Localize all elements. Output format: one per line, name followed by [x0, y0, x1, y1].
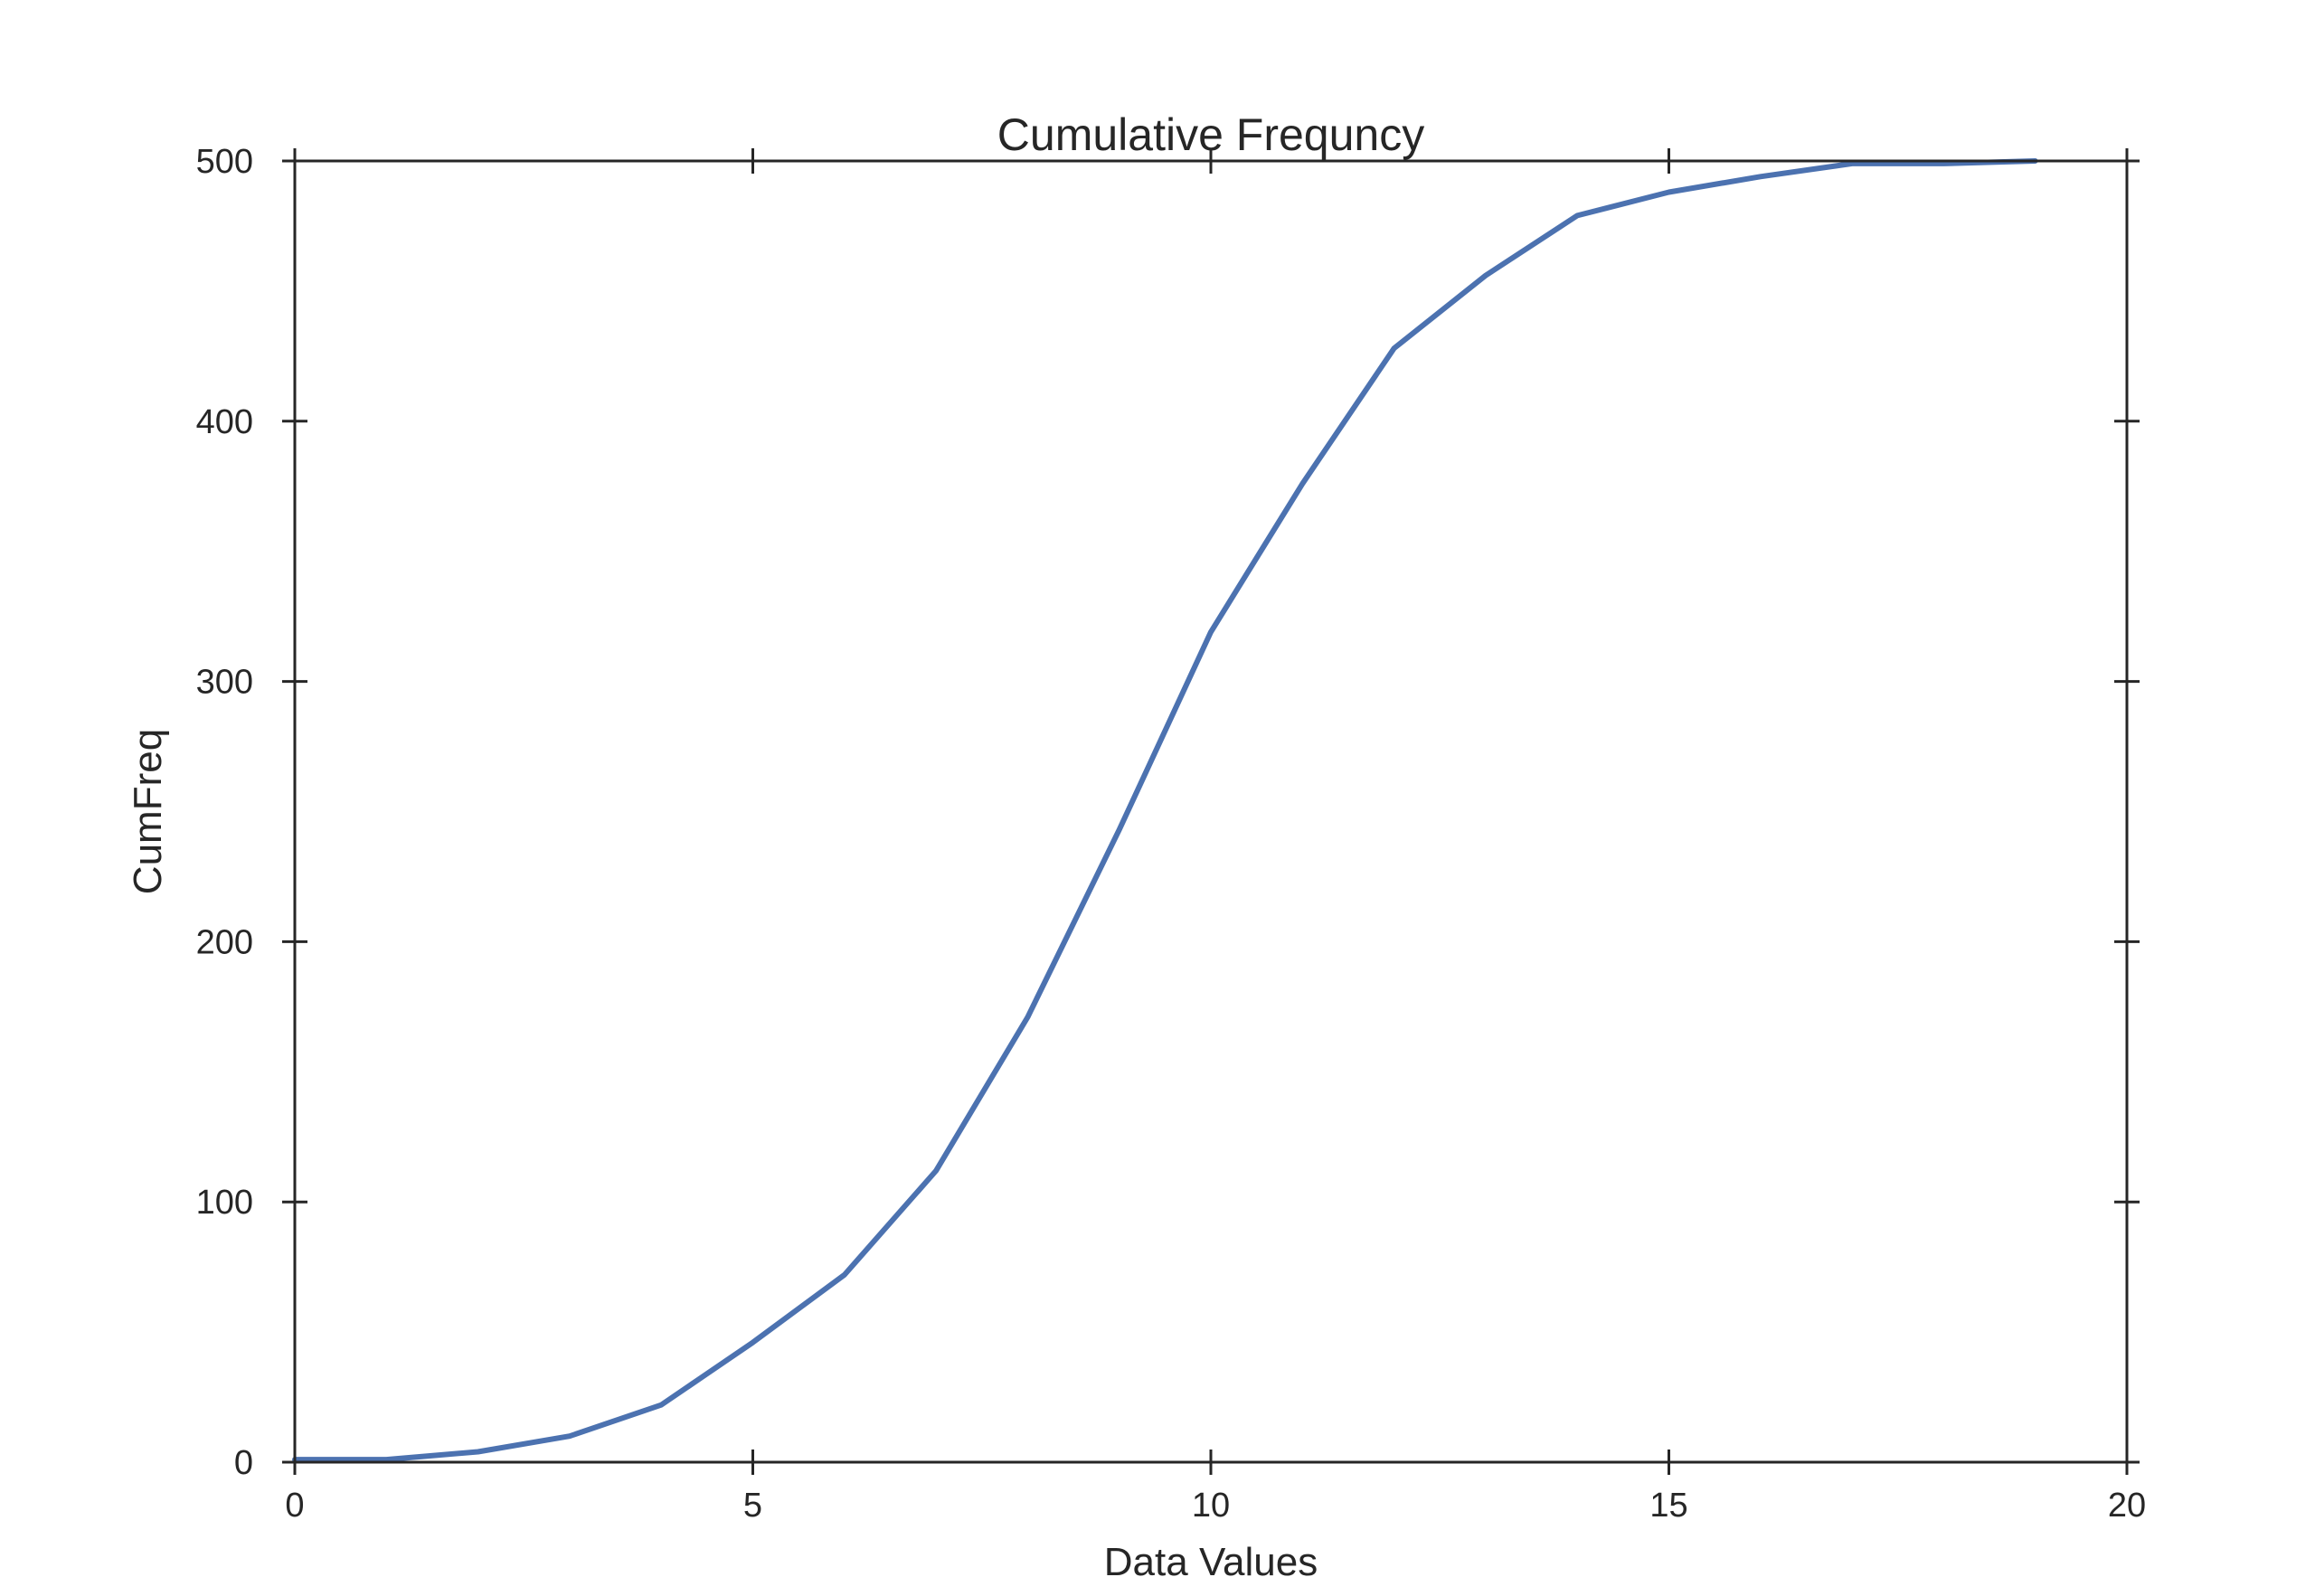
chart-title: Cumulative Frequncy [997, 109, 1424, 160]
y-axis-label: CumFreq [126, 729, 170, 894]
y-tick-label-3: 300 [196, 664, 253, 702]
y-tick-label-2: 200 [196, 923, 253, 961]
x-tick-label-4: 20 [2108, 1487, 2146, 1525]
x-tick-label-1: 5 [743, 1487, 762, 1525]
y-tick-label-1: 100 [196, 1184, 253, 1222]
x-axis-label: Data Values [1104, 1540, 1318, 1584]
series-line-0 [292, 158, 2038, 1463]
x-tick-label-3: 15 [1649, 1487, 1687, 1525]
y-tick-label-5: 500 [196, 143, 253, 181]
plot-frame [293, 159, 2129, 1464]
x-tick-label-2: 10 [1192, 1487, 1230, 1525]
x-tick-label-0: 0 [285, 1487, 304, 1525]
y-tick-label-0: 0 [234, 1444, 253, 1482]
y-tick-label-4: 400 [196, 403, 253, 441]
